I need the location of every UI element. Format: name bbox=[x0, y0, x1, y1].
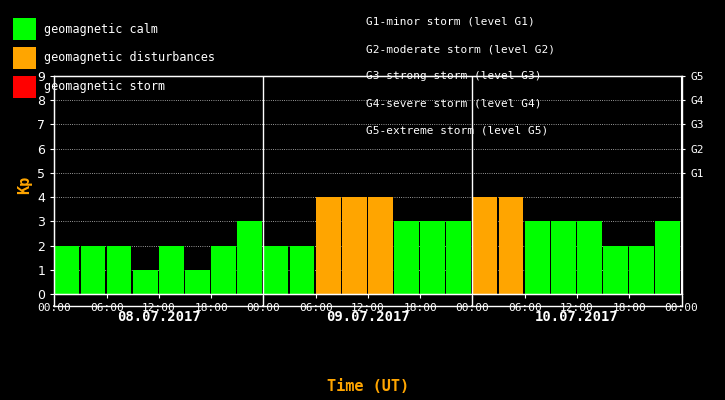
Bar bbox=[629, 246, 654, 294]
Bar bbox=[263, 246, 289, 294]
Bar bbox=[159, 246, 183, 294]
Bar bbox=[341, 197, 367, 294]
Bar bbox=[237, 221, 262, 294]
Bar bbox=[107, 246, 131, 294]
Text: geomagnetic storm: geomagnetic storm bbox=[44, 80, 165, 93]
Bar bbox=[447, 221, 471, 294]
Bar bbox=[551, 221, 576, 294]
Text: geomagnetic disturbances: geomagnetic disturbances bbox=[44, 51, 215, 64]
Bar bbox=[289, 246, 315, 294]
Text: 09.07.2017: 09.07.2017 bbox=[326, 310, 410, 324]
Bar bbox=[577, 221, 602, 294]
Text: geomagnetic calm: geomagnetic calm bbox=[44, 22, 157, 36]
Text: G3-strong storm (level G3): G3-strong storm (level G3) bbox=[366, 71, 542, 81]
Bar bbox=[420, 221, 445, 294]
Bar bbox=[499, 197, 523, 294]
Bar bbox=[603, 246, 628, 294]
Bar bbox=[655, 221, 680, 294]
Text: G2-moderate storm (level G2): G2-moderate storm (level G2) bbox=[366, 44, 555, 54]
Bar bbox=[185, 270, 210, 294]
Bar bbox=[54, 246, 79, 294]
Text: 10.07.2017: 10.07.2017 bbox=[535, 310, 619, 324]
Text: 08.07.2017: 08.07.2017 bbox=[117, 310, 201, 324]
Bar bbox=[211, 246, 236, 294]
Bar bbox=[525, 221, 550, 294]
Text: G5-extreme storm (level G5): G5-extreme storm (level G5) bbox=[366, 126, 548, 136]
Text: G1-minor storm (level G1): G1-minor storm (level G1) bbox=[366, 17, 535, 27]
Bar bbox=[473, 197, 497, 294]
Y-axis label: Kp: Kp bbox=[17, 176, 32, 194]
Bar bbox=[80, 246, 105, 294]
Bar bbox=[133, 270, 157, 294]
Text: G4-severe storm (level G4): G4-severe storm (level G4) bbox=[366, 98, 542, 108]
Bar bbox=[368, 197, 393, 294]
Bar bbox=[315, 197, 341, 294]
Text: Time (UT): Time (UT) bbox=[327, 379, 409, 394]
Bar bbox=[394, 221, 419, 294]
